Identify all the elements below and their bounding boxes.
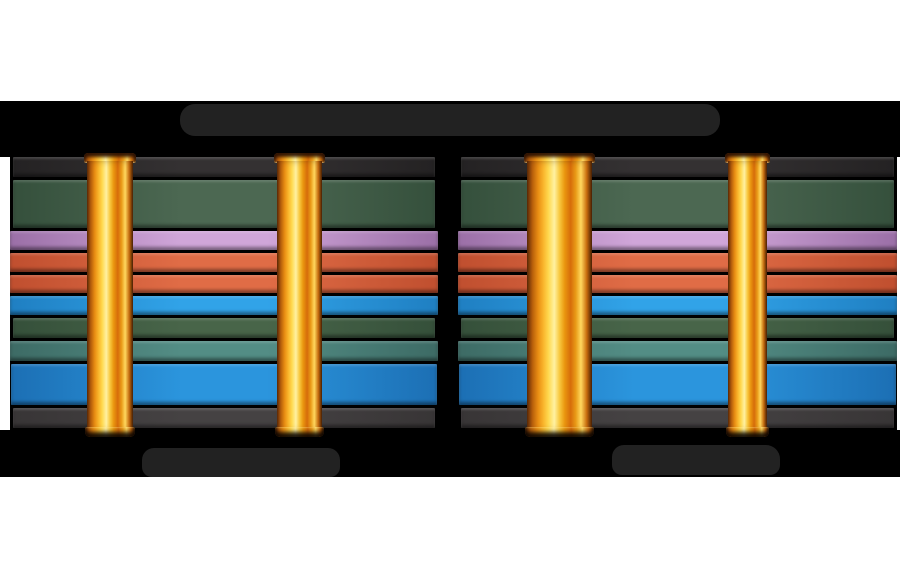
right-board <box>458 153 897 437</box>
via-foot <box>525 427 594 437</box>
layer-teal-layer <box>10 341 438 361</box>
via-collar <box>274 153 325 163</box>
layer-green-layer <box>13 318 435 338</box>
layer-green-core <box>13 180 435 228</box>
title-band <box>0 101 900 157</box>
layer-green-core <box>461 180 894 228</box>
copper-via <box>524 153 595 437</box>
caption-band <box>0 430 900 477</box>
via-collar <box>524 153 595 163</box>
layer-orange-layer-1 <box>10 253 438 272</box>
layer-top-dark-layer <box>13 157 435 177</box>
layer-blue-layer <box>458 296 897 315</box>
copper-via <box>84 153 136 437</box>
layer-bottom-dark-layer <box>461 408 894 428</box>
layer-bottom-dark-layer <box>13 408 435 428</box>
via-collar <box>725 153 770 163</box>
via-foot <box>85 427 135 437</box>
layer-teal-layer <box>458 341 897 361</box>
via-barrel <box>277 161 322 431</box>
board-gap-shadow <box>438 157 458 430</box>
layer-orange-layer-2 <box>458 275 897 293</box>
layer-green-layer <box>461 318 894 338</box>
layer-blue-layer <box>10 296 438 315</box>
left-board <box>10 153 438 437</box>
via-foot <box>726 427 769 437</box>
layer-orange-layer-2 <box>10 275 438 293</box>
layer-orange-layer-1 <box>458 253 897 272</box>
redacted-caption-right <box>612 445 780 475</box>
via-barrel <box>728 161 767 431</box>
redacted-title-block <box>180 104 720 136</box>
copper-via <box>725 153 770 437</box>
copper-via <box>274 153 325 437</box>
via-collar <box>84 153 136 163</box>
via-foot <box>275 427 324 437</box>
layer-violet-layer <box>10 231 438 250</box>
redacted-caption-left <box>142 448 340 477</box>
via-barrel <box>527 161 592 431</box>
via-barrel <box>87 161 133 431</box>
layer-blue-core <box>11 364 437 405</box>
layer-blue-core <box>459 364 896 405</box>
layer-violet-layer <box>458 231 897 250</box>
